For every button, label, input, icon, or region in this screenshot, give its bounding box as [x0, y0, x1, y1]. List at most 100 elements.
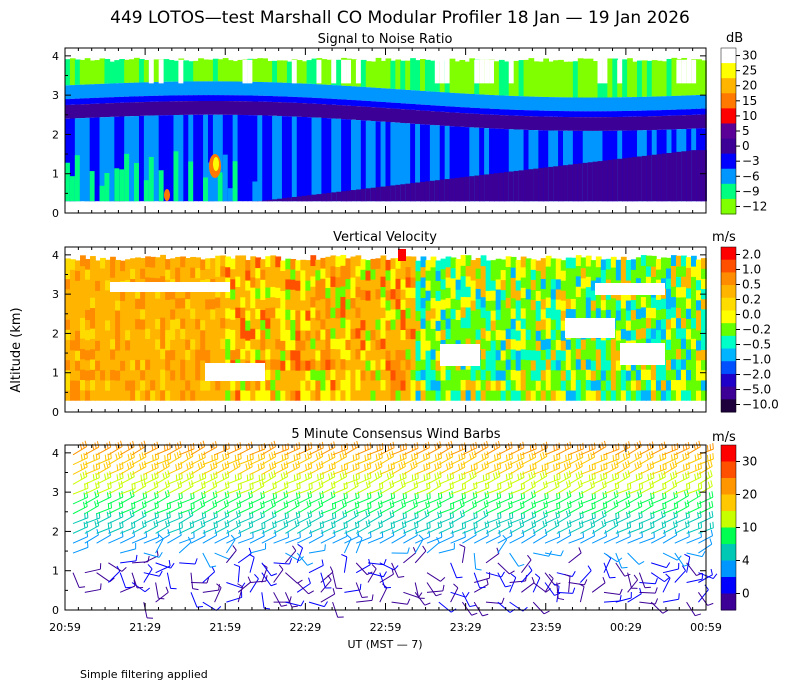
velocity-cell [420, 318, 427, 329]
wind-barb-feather [414, 493, 417, 500]
wind-barb [497, 562, 510, 575]
velocity-cell [600, 380, 607, 391]
wind-barb-feather [233, 563, 240, 568]
wind-barb-feather [213, 472, 216, 479]
velocity-cell [215, 317, 222, 329]
wind-barb [320, 572, 326, 589]
velocity-cell [230, 278, 237, 290]
wind-barb-feather [615, 512, 617, 519]
snr-cell [94, 60, 101, 85]
velocity-cell [670, 327, 677, 339]
wind-barb-feather [143, 480, 147, 487]
velocity-cell [480, 276, 487, 287]
velocity-cell [320, 379, 327, 391]
velocity-cell [180, 307, 186, 319]
wind-barb-feather [201, 512, 204, 519]
snr-cell [469, 58, 476, 94]
wind-barb [320, 535, 336, 544]
velocity-cell [160, 317, 166, 329]
velocity-cell [515, 300, 522, 311]
velocity-cell [170, 319, 176, 330]
velocity-cell [270, 369, 277, 381]
velocity-cell [620, 256, 627, 268]
wind-barb-feather [365, 520, 369, 527]
snr-cell [153, 82, 160, 96]
wind-barb-feather [293, 474, 296, 481]
wind-barb-feather [675, 490, 678, 498]
colorbar-label: −2.0 [742, 368, 771, 382]
velocity-cell [480, 317, 487, 329]
velocity-cell [625, 260, 632, 271]
velocity-cell [410, 287, 417, 299]
velocity-cell [520, 318, 527, 329]
velocity-cell [140, 349, 146, 361]
velocity-cell [560, 260, 567, 271]
velocity-cell [630, 309, 637, 321]
velocity-cell [225, 307, 232, 319]
wind-barb-feather [613, 501, 616, 508]
wind-barb [367, 568, 377, 583]
velocity-cell [355, 327, 362, 339]
snr-cell [444, 125, 451, 202]
velocity-cell [95, 300, 101, 311]
wind-barb-feather [376, 445, 379, 452]
velocity-cell [335, 256, 342, 268]
snr-cell [405, 60, 411, 90]
velocity-cell [700, 258, 707, 269]
velocity-cell [685, 287, 692, 299]
wind-barb-feather [190, 509, 194, 516]
velocity-cell [660, 369, 667, 381]
snr-cell [168, 115, 175, 202]
velocity-cell [685, 308, 692, 319]
velocity-cell [550, 298, 557, 310]
wind-barb-feather [531, 501, 534, 508]
velocity-cell [185, 268, 191, 279]
velocity-cell [335, 328, 342, 340]
velocity-cell [680, 327, 687, 339]
velocity-cell [495, 278, 502, 290]
wind-barb-feather [86, 491, 89, 498]
snr-cell [99, 97, 106, 104]
velocity-cell [345, 359, 352, 371]
wind-barb [473, 601, 483, 617]
wind-barb-feather [493, 454, 496, 461]
snr-cell [646, 155, 653, 202]
wind-barb-feather [519, 472, 522, 479]
velocity-cell [300, 360, 307, 371]
velocity-cell [140, 318, 146, 330]
velocity-cell [360, 390, 367, 401]
velocity-cell [385, 390, 392, 401]
snr-cell [439, 125, 446, 202]
wind-barb-feather [637, 452, 640, 459]
velocity-cell [205, 298, 212, 310]
wind-barb-feather [591, 493, 594, 500]
velocity-cell [235, 338, 242, 350]
colorbar-swatch [721, 259, 736, 273]
velocity-cell [95, 280, 101, 291]
velocity-cell [630, 319, 637, 331]
velocity-cell [165, 309, 171, 321]
wind-barb-feather [329, 566, 334, 573]
wind-barb-feather [403, 529, 406, 536]
velocity-cell [515, 280, 522, 291]
wind-barb-feather [129, 491, 133, 498]
velocity-cell [410, 318, 417, 329]
wind-barb [639, 591, 656, 594]
velocity-cell [115, 330, 121, 341]
velocity-cell [110, 338, 116, 350]
snr-cell [217, 114, 224, 202]
wind-barb-feather [221, 463, 225, 470]
wind-barb-feather [141, 521, 145, 528]
wind-barb-feather [343, 492, 346, 499]
snr-cell [277, 198, 283, 202]
velocity-cell [420, 338, 427, 350]
velocity-cell [270, 265, 277, 277]
wind-barb-feather [671, 445, 674, 452]
velocity-cell [100, 288, 106, 300]
snr-cell [69, 58, 76, 86]
wind-barb-feather [251, 520, 254, 527]
velocity-cell [340, 348, 347, 360]
wind-barb-feather [154, 453, 157, 460]
velocity-cell [610, 297, 617, 309]
wind-barb-feather [319, 522, 322, 529]
